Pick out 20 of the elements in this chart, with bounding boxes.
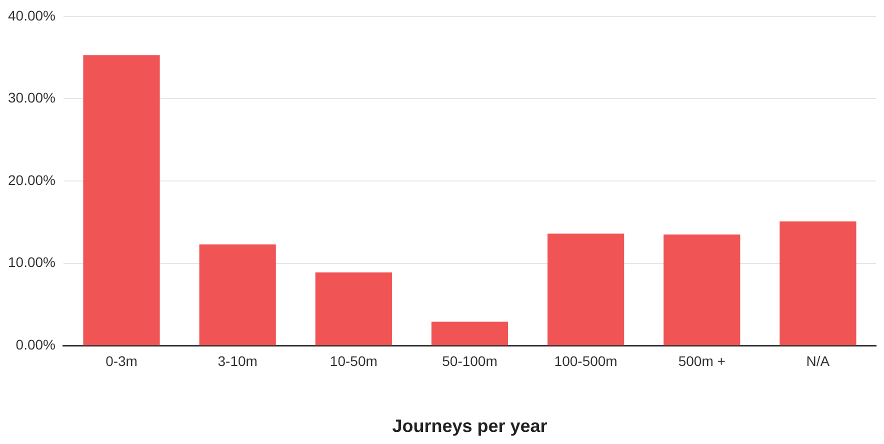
bar: [199, 244, 276, 346]
x-tick-label: N/A: [806, 352, 830, 369]
bar: [315, 272, 392, 346]
x-tick-label: 50-100m: [442, 352, 498, 369]
x-axis-title: Journeys per year: [392, 416, 548, 436]
y-tick-label: 10.00%: [8, 254, 56, 270]
y-tick-label: 40.00%: [8, 7, 56, 24]
x-tick-label: 10-50m: [330, 352, 378, 369]
y-tick-label: 30.00%: [8, 90, 56, 106]
x-tick-label: 100-500m: [554, 352, 618, 369]
bar: [83, 55, 160, 346]
y-tick-label: 0.00%: [16, 336, 56, 352]
x-tick-label: 500m +: [678, 352, 726, 369]
bar: [780, 221, 856, 346]
bar: [664, 234, 740, 346]
x-tick-label: 3-10m: [218, 352, 258, 369]
y-tick-label: 20.00%: [8, 172, 56, 188]
bar: [548, 234, 624, 346]
x-tick-label: 0-3m: [106, 352, 138, 369]
bar: [431, 322, 508, 346]
